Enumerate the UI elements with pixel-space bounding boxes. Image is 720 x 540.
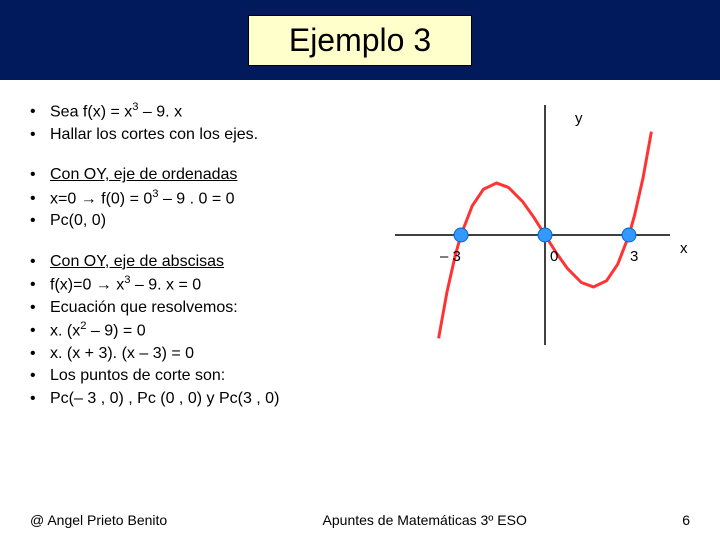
text-line-underlined: Con OY, eje de ordenadas	[50, 164, 237, 186]
bullet-dot: •	[30, 320, 50, 342]
bullet-dot: •	[30, 124, 50, 146]
footer: @ Angel Prieto Benito Apuntes de Matemát…	[0, 512, 720, 528]
bullet-dot: •	[30, 365, 50, 387]
footer-author: @ Angel Prieto Benito	[30, 512, 167, 528]
text-line: Pc(– 3 , 0) , Pc (0 , 0) y Pc(3 , 0)	[50, 388, 279, 410]
tick-label-0: 0	[550, 248, 558, 265]
bullet-line: • Pc(– 3 , 0) , Pc (0 , 0) y Pc(3 , 0)	[30, 388, 690, 410]
cubic-chart: y x – 3 0 3	[390, 100, 700, 350]
y-axis-label: y	[575, 110, 583, 127]
bullet-line: • Los puntos de corte son:	[30, 365, 690, 387]
text-line: x. (x2 – 9) = 0	[50, 319, 146, 343]
title-bar: Ejemplo 3	[0, 0, 720, 80]
tick-label-3: 3	[630, 248, 638, 265]
text-line: Hallar los cortes con los ejes.	[50, 124, 258, 146]
footer-subtitle: Apuntes de Matemáticas 3º ESO	[323, 512, 527, 528]
bullet-dot: •	[30, 297, 50, 319]
text-line: x. (x + 3). (x – 3) = 0	[50, 343, 194, 365]
text-line: Sea f(x) = x3 – 9. x	[50, 100, 182, 124]
bullet-dot: •	[30, 188, 50, 210]
text-line: x=0 → f(0) = 03 – 9 . 0 = 0	[50, 187, 235, 211]
bullet-dot: •	[30, 210, 50, 232]
bullet-dot: •	[30, 251, 50, 273]
bullet-dot: •	[30, 164, 50, 186]
x-axis-label: x	[680, 240, 688, 257]
tick-label-neg3: – 3	[440, 248, 461, 265]
page-title: Ejemplo 3	[248, 15, 472, 66]
bullet-dot: •	[30, 343, 50, 365]
chart-svg	[390, 100, 700, 350]
text-line-underlined: Con OY, eje de abscisas	[50, 251, 224, 273]
text-line: f(x)=0 → x3 – 9. x = 0	[50, 273, 201, 297]
bullet-dot: •	[30, 101, 50, 123]
bullet-dot: •	[30, 274, 50, 296]
footer-page-number: 6	[682, 512, 690, 528]
text-line: Ecuación que resolvemos:	[50, 297, 238, 319]
text-line: Los puntos de corte son:	[50, 365, 225, 387]
bullet-dot: •	[30, 388, 50, 410]
text-line: Pc(0, 0)	[50, 210, 106, 232]
